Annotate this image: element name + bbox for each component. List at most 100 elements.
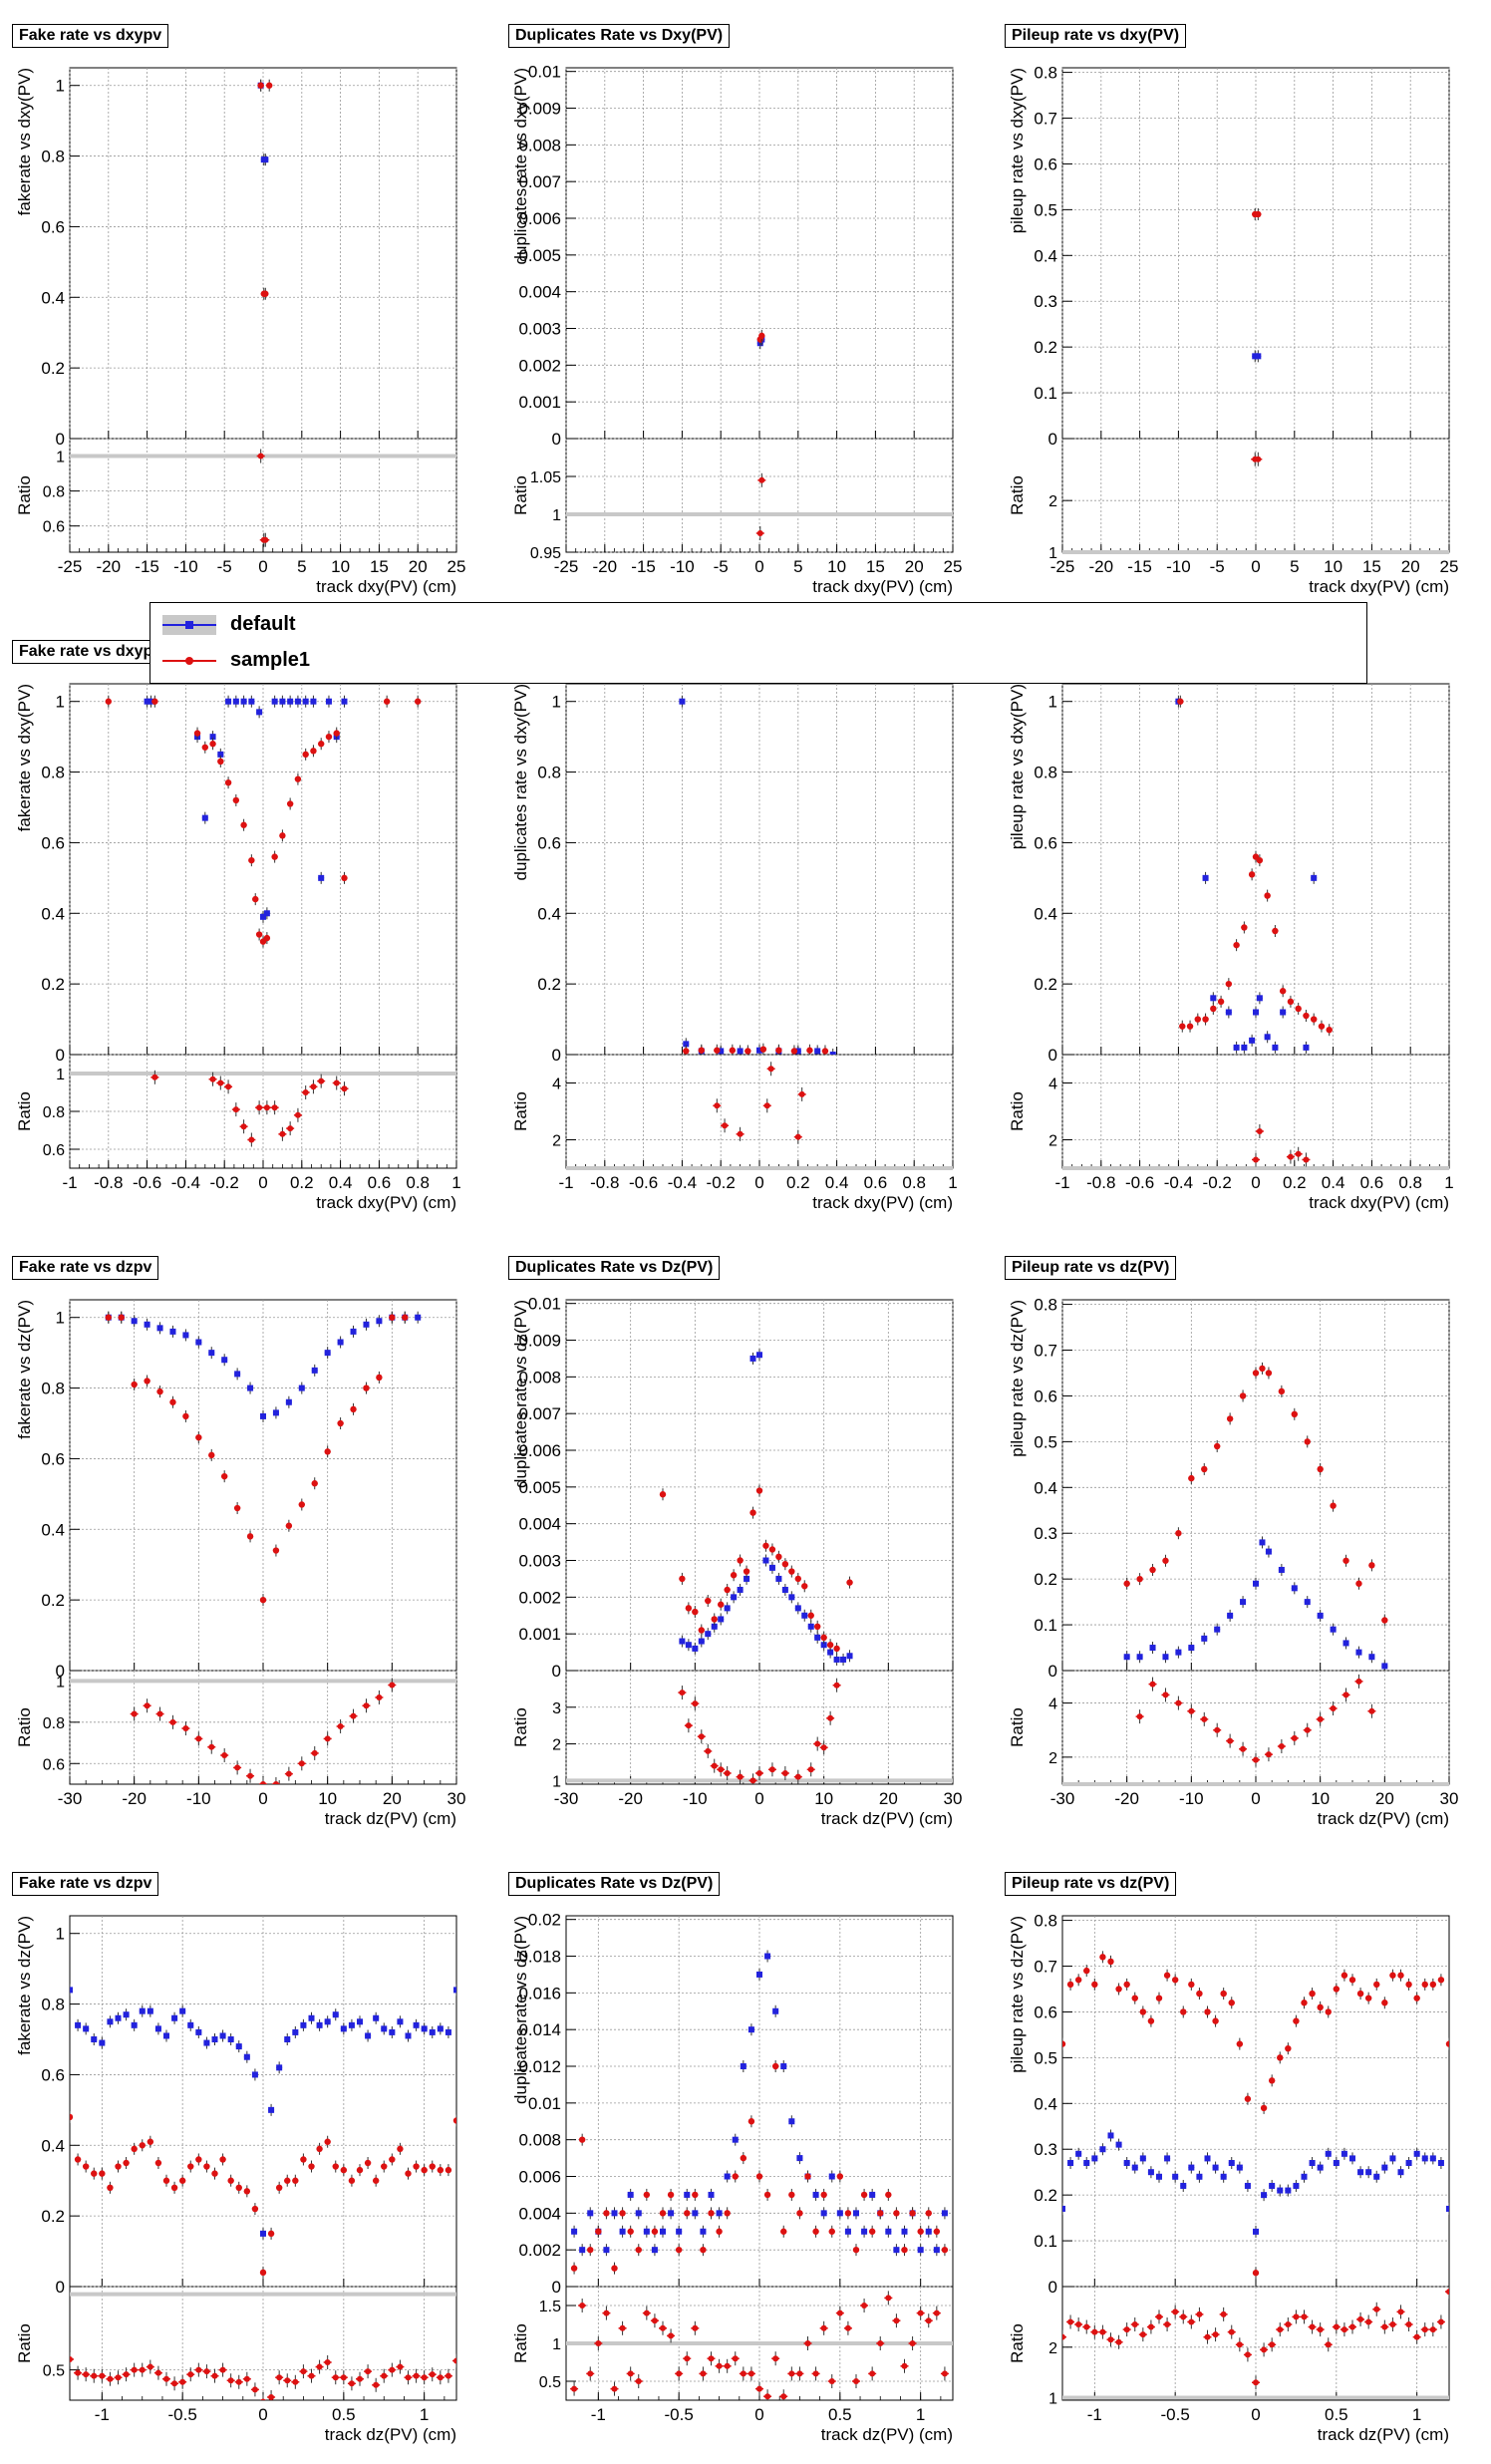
- data-point-default: [676, 2228, 683, 2235]
- data-point-sample1: [1256, 856, 1264, 864]
- ratio-markers: [256, 449, 270, 547]
- ratio-point: [571, 2385, 578, 2392]
- x-tick-label: -0.4: [668, 1173, 697, 1192]
- data-point-default: [756, 1352, 762, 1359]
- ratio-point: [692, 1700, 699, 1707]
- data-point-default: [1303, 1044, 1310, 1051]
- ratio-point: [1269, 2341, 1276, 2348]
- data-point-default: [732, 2136, 739, 2143]
- data-point-default: [747, 2026, 754, 2033]
- x-tick-label: 25: [1440, 557, 1459, 576]
- ratio-point: [651, 2317, 658, 2324]
- data-point-sample1: [844, 2210, 852, 2217]
- ratio-point: [781, 1769, 788, 1776]
- y-tick-label: 0.008: [518, 1368, 561, 1386]
- data-point-default: [211, 2036, 218, 2042]
- x-tick-label: 20: [1375, 1789, 1394, 1808]
- data-point-sample1: [70, 2113, 74, 2121]
- x-tick-label: 15: [866, 557, 885, 576]
- ratio-tick-label: 2: [1048, 1133, 1057, 1150]
- x-tick-label: -15: [1127, 557, 1152, 576]
- x-tick-label: 0.6: [1360, 1173, 1384, 1192]
- data-point-default: [340, 2025, 347, 2032]
- ratio-point: [234, 1764, 241, 1771]
- x-tick-label: 0.4: [1322, 1173, 1345, 1192]
- ratio-point: [1261, 2346, 1268, 2353]
- data-point-sample1: [1241, 924, 1248, 931]
- data-point-default: [219, 2032, 226, 2039]
- data-point-sample1: [1228, 2000, 1235, 2006]
- ratio-point: [1204, 2333, 1211, 2340]
- chart-panel-9: Pileup rate vs dz(PV) -30 -20 -10 0 10 20 30 0 0.…: [993, 1232, 1489, 1848]
- data-point-default: [1446, 2205, 1449, 2212]
- ratio-point: [300, 2368, 307, 2375]
- data-point-default: [1357, 2169, 1364, 2176]
- data-point-sample1: [788, 2191, 795, 2199]
- x-tick-label: -0.6: [133, 1173, 161, 1192]
- x-tick-label: 10: [1311, 1789, 1330, 1808]
- ratio-point: [1220, 2310, 1227, 2317]
- x-tick-label: 0.8: [1398, 1173, 1422, 1192]
- x-axis-label: track dxy(PV) (cm): [1309, 1193, 1449, 1212]
- data-point-default: [1240, 1599, 1247, 1606]
- data-point-sample1: [298, 1501, 305, 1508]
- data-point-default: [893, 2247, 900, 2254]
- x-tick-label: 0: [754, 1789, 763, 1808]
- chart-svg: -25 -20 -15 -10 -5 0 5 10 15 20 25 0 0.2 0.4 0.6 0.8 1 0.…: [15, 67, 465, 596]
- ratio-point: [298, 1760, 305, 1767]
- main-markers: [679, 695, 836, 1055]
- ratio-point: [363, 1702, 370, 1709]
- chart-panel-1: Fake rate vs dxypv -25 -20 -15 -10 -5 0 5 10 15 20…: [0, 0, 496, 616]
- ratio-point: [341, 1085, 348, 1092]
- data-point-sample1: [1201, 1465, 1208, 1473]
- data-point-sample1: [337, 1419, 344, 1427]
- ratio-point: [310, 1083, 317, 1090]
- ratio-point: [445, 2372, 451, 2379]
- data-point-sample1: [1171, 1977, 1179, 1984]
- data-point-sample1: [1373, 1981, 1380, 1989]
- data-point-default: [287, 698, 294, 705]
- ratio-tick-label: 4: [552, 1077, 561, 1093]
- data-point-default: [762, 1557, 769, 1564]
- data-point-default: [1241, 1044, 1248, 1051]
- data-point-sample1: [755, 2173, 763, 2180]
- data-point-default: [163, 2032, 169, 2039]
- ratio-point: [227, 2377, 234, 2384]
- main-markers: [756, 329, 765, 350]
- data-point-default: [348, 2021, 355, 2028]
- data-point-sample1: [763, 2191, 771, 2199]
- data-point-default: [1293, 2182, 1300, 2189]
- ratio-point: [75, 2369, 82, 2376]
- y-tick-label: 0.2: [41, 975, 65, 994]
- y-tick-label: 0: [1048, 1662, 1057, 1681]
- ratio-point: [1107, 2336, 1114, 2343]
- data-point-default: [232, 698, 239, 705]
- data-point-default: [1317, 1612, 1324, 1619]
- data-point-sample1: [324, 2138, 331, 2145]
- data-point-default: [820, 2210, 827, 2217]
- x-tick-label: 0: [258, 1789, 267, 1808]
- chart-svg: -1 -0.5 0 0.5 1 0 0.1 0.2 0.3 0.4 0.5 0.6 0.7 0.8 1 2 pi…: [1008, 1912, 1450, 2444]
- ratio-point: [1389, 2321, 1396, 2327]
- data-point-sample1: [1194, 1016, 1201, 1023]
- y-tick-label: 0.4: [1034, 904, 1057, 923]
- x-axis-label: track dz(PV) (cm): [821, 2425, 953, 2444]
- data-point-default: [179, 2007, 186, 2014]
- data-point-default: [284, 2036, 291, 2042]
- data-point-default: [1244, 2182, 1251, 2189]
- data-point-sample1: [718, 1601, 725, 1608]
- y-tick-label: 1: [1048, 693, 1057, 712]
- y-tick-label: 0.8: [1034, 1912, 1057, 1931]
- ratio-point: [203, 2368, 210, 2375]
- data-point-default: [1123, 2160, 1130, 2166]
- x-tick-label: 5: [1290, 557, 1299, 576]
- data-point-sample1: [578, 2136, 586, 2143]
- ratio-point: [1091, 2328, 1098, 2335]
- data-point-default: [756, 1047, 762, 1054]
- data-point-sample1: [74, 2156, 82, 2163]
- ratio-point: [333, 1079, 340, 1086]
- data-point-default: [240, 698, 247, 705]
- x-axis-label: track dz(PV) (cm): [325, 2425, 456, 2444]
- x-tick-label: -0.8: [1086, 1173, 1115, 1192]
- data-point-sample1: [807, 1612, 814, 1619]
